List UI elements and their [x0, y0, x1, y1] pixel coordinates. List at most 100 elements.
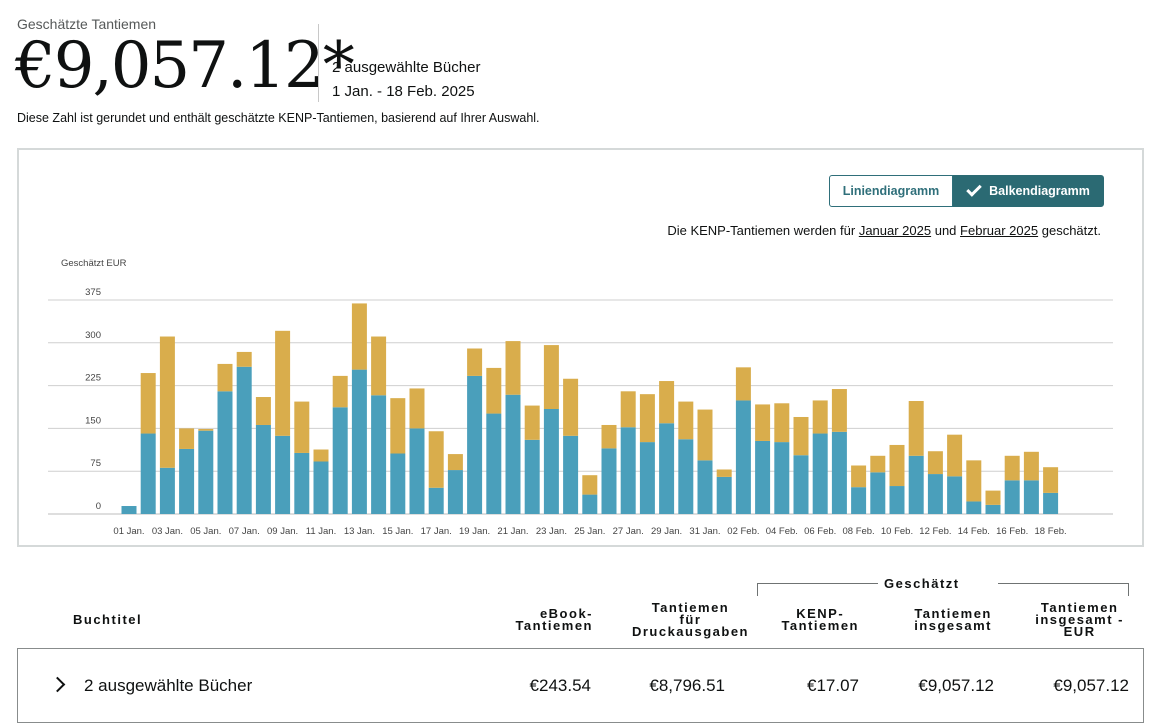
bar-print [755, 404, 771, 441]
bar-ebook [985, 504, 1001, 514]
estimated-royalties-label: Geschätzte Tantiemen [17, 16, 157, 32]
bar-print [812, 400, 828, 434]
disclaimer-text: Diese Zahl ist gerundet und enthält gesc… [17, 111, 540, 125]
bar-print [774, 403, 790, 443]
x-tick-label: 04 Feb. [766, 526, 798, 537]
x-tick-label: 25 Jan. [574, 526, 605, 537]
kenp-note-prefix: Die KENP-Tantiemen werden für [667, 223, 856, 238]
bar-ebook [601, 448, 617, 514]
bar-print [697, 409, 713, 461]
bar-print [255, 397, 271, 425]
y-tick-label: 300 [85, 330, 101, 341]
bar-print [1004, 455, 1020, 481]
x-tick-label: 09 Jan. [267, 526, 298, 537]
royalties-bar-chart: Geschätzt EUR 0 75 150 225 300 375 01 Jan. 03 Ja… [48, 258, 1113, 537]
x-tick-label: 17 Jan. [421, 526, 452, 537]
bar-print [543, 345, 559, 409]
bar-ebook [121, 506, 137, 514]
bar-ebook [428, 487, 444, 514]
bar-print [409, 388, 425, 429]
bar-ebook [409, 428, 425, 514]
column-header-total-eur: Tantiemen insgesamt - EUR [1035, 600, 1124, 638]
bar-ebook [351, 369, 367, 514]
column-header-total: Tantiemen insgesamt [914, 606, 992, 632]
kenp-estimate-note: Die KENP-Tantiemen werden für Januar 202… [667, 223, 1101, 238]
bar-print [620, 391, 636, 428]
bar-ebook [524, 439, 540, 514]
bar-print [985, 490, 1001, 505]
bar-print [486, 367, 502, 414]
bar-print [1043, 467, 1059, 493]
date-range-text: 1 Jan. - 18 Feb. 2025 [332, 83, 475, 100]
bar-chart-button[interactable]: Balkendiagramm [953, 175, 1104, 207]
column-header-title: Buchtitel [73, 612, 143, 627]
bar-print [140, 373, 156, 434]
bar-ebook [812, 433, 828, 514]
bar-ebook [563, 435, 579, 514]
column-header-print-line2: für [679, 612, 702, 627]
x-tick-label: 19 Jan. [459, 526, 490, 537]
x-tick-label: 21 Jan. [497, 526, 528, 537]
bar-ebook [870, 472, 886, 514]
bar-ebook [447, 470, 463, 514]
bar-ebook [908, 455, 924, 514]
y-tick-label: 0 [96, 501, 101, 512]
x-tick-label: 02 Feb. [727, 526, 759, 537]
estimated-group-line-right [998, 583, 1129, 584]
y-tick-label: 225 [85, 373, 101, 384]
bar-ebook [927, 474, 943, 514]
bar-ebook [1023, 480, 1039, 514]
bar-ebook [639, 442, 655, 514]
estimated-group-label: Geschätzt [884, 576, 960, 591]
february-2025-link[interactable]: Februar 2025 [960, 223, 1039, 238]
bar-ebook [467, 375, 483, 514]
bar-ebook [313, 461, 329, 514]
chart-type-toggle: Liniendiagramm Balkendiagramm [829, 175, 1104, 207]
chevron-right-icon[interactable] [49, 676, 66, 693]
bar-ebook [198, 430, 214, 514]
bar-ebook [793, 455, 809, 514]
bar-ebook [851, 487, 867, 514]
bar-print [966, 460, 982, 502]
column-header-total-eur-line1: Tantiemen [1040, 600, 1119, 615]
estimated-royalties-amount: €9,057.12* [15, 29, 355, 103]
row-total-royalties: €9,057.12 [918, 676, 994, 695]
column-header-kenp-line1: KENP- [796, 606, 845, 621]
row-book-title: 2 ausgewählte Bücher [84, 676, 253, 695]
bar-print [159, 336, 175, 468]
bar-ebook [831, 431, 847, 514]
january-2025-link[interactable]: Januar 2025 [858, 223, 932, 238]
bar-ebook [332, 407, 348, 514]
bar-print [947, 434, 963, 477]
x-tick-label: 14 Feb. [958, 526, 990, 537]
bar-ebook [582, 494, 598, 514]
x-tick-label: 13 Jan. [344, 526, 375, 537]
bar-print [735, 367, 751, 401]
x-tick-label: 29 Jan. [651, 526, 682, 537]
x-tick-label: 18 Feb. [1034, 526, 1066, 537]
row-print-royalties: €8,796.51 [649, 676, 725, 695]
y-tick-label: 75 [90, 458, 101, 469]
bar-ebook [179, 448, 195, 514]
y-axis-label: Geschätzt EUR [61, 258, 127, 269]
bar-print [294, 401, 310, 453]
bar-ebook [755, 440, 771, 514]
x-tick-label: 15 Jan. [382, 526, 413, 537]
bar-ebook [543, 408, 559, 514]
bar-print [678, 401, 694, 440]
kenp-note-middle: und [934, 223, 957, 238]
bar-ebook [1043, 492, 1059, 514]
x-tick-label: 07 Jan. [229, 526, 260, 537]
column-header-total-line1: Tantiemen [914, 606, 992, 621]
x-tick-label: 10 Feb. [881, 526, 913, 537]
bar-ebook [947, 476, 963, 514]
x-tick-label: 23 Jan. [536, 526, 567, 537]
x-tick-label: 03 Jan. [152, 526, 183, 537]
row-ebook-royalties: €243.54 [529, 676, 591, 695]
bar-ebook [371, 395, 387, 514]
bar-print [217, 363, 233, 392]
bar-ebook [659, 423, 675, 514]
chart-panel: Liniendiagramm Balkendiagramm Die KENP-T… [17, 148, 1144, 547]
line-chart-button[interactable]: Liniendiagramm [829, 175, 953, 207]
bar-print [313, 449, 329, 462]
